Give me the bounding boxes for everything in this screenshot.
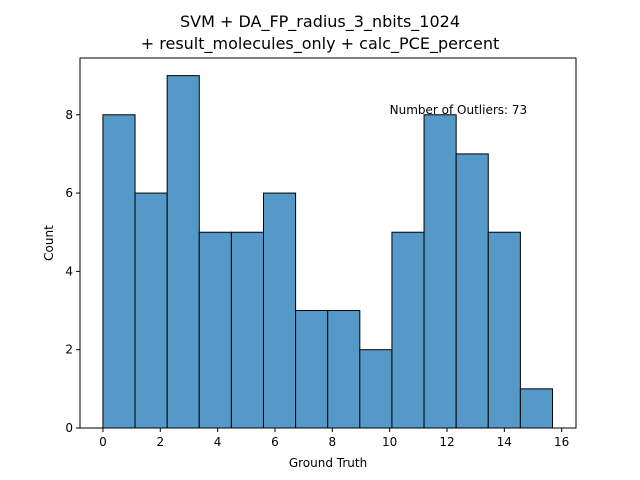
y-tick-label: 0 (65, 421, 73, 435)
histogram-bar-7 (327, 310, 361, 429)
histogram-bar-10 (423, 114, 457, 429)
x-tick-label: 6 (271, 435, 279, 449)
outliers-annotation: Number of Outliers: 73 (390, 103, 528, 117)
histogram-bar-5 (262, 192, 297, 429)
histogram-bar-3 (198, 231, 232, 429)
histogram-bar-6 (295, 310, 329, 429)
y-tick-label: 8 (65, 108, 73, 122)
x-tick-label: 16 (554, 435, 569, 449)
x-tick-label: 0 (99, 435, 107, 449)
y-tick-label: 2 (65, 343, 73, 357)
histogram-bar-1 (134, 192, 168, 429)
histogram-bar-11 (455, 153, 489, 429)
plot-frame (79, 57, 577, 429)
histogram-bar-8 (359, 349, 393, 429)
chart-title-line-1: SVM + DA_FP_radius_3_nbits_1024 (180, 12, 460, 32)
histogram-bar-13 (519, 388, 553, 429)
histogram-bar-2 (166, 75, 200, 429)
x-axis-ticks: 0 2 4 6 8 10 12 14 16 (99, 428, 569, 449)
histogram-bar-9 (391, 231, 425, 429)
histogram-bar-0 (102, 114, 136, 429)
x-tick-label: 2 (156, 435, 164, 449)
histogram-bar-12 (487, 231, 521, 429)
bars-group (102, 75, 553, 429)
y-axis-label: Count (42, 225, 56, 261)
histogram-bar-4 (230, 231, 264, 429)
chart-title-line-2: + result_molecules_only + calc_PCE_perce… (141, 34, 499, 54)
x-tick-label: 12 (439, 435, 454, 449)
x-axis-label: Ground Truth (289, 456, 367, 470)
x-tick-label: 10 (382, 435, 397, 449)
x-tick-label: 4 (214, 435, 222, 449)
y-tick-label: 6 (65, 186, 73, 200)
x-tick-label: 8 (328, 435, 336, 449)
y-axis-ticks: 0 2 4 6 8 (65, 108, 80, 435)
y-tick-label: 4 (65, 264, 73, 278)
x-tick-label: 14 (497, 435, 512, 449)
